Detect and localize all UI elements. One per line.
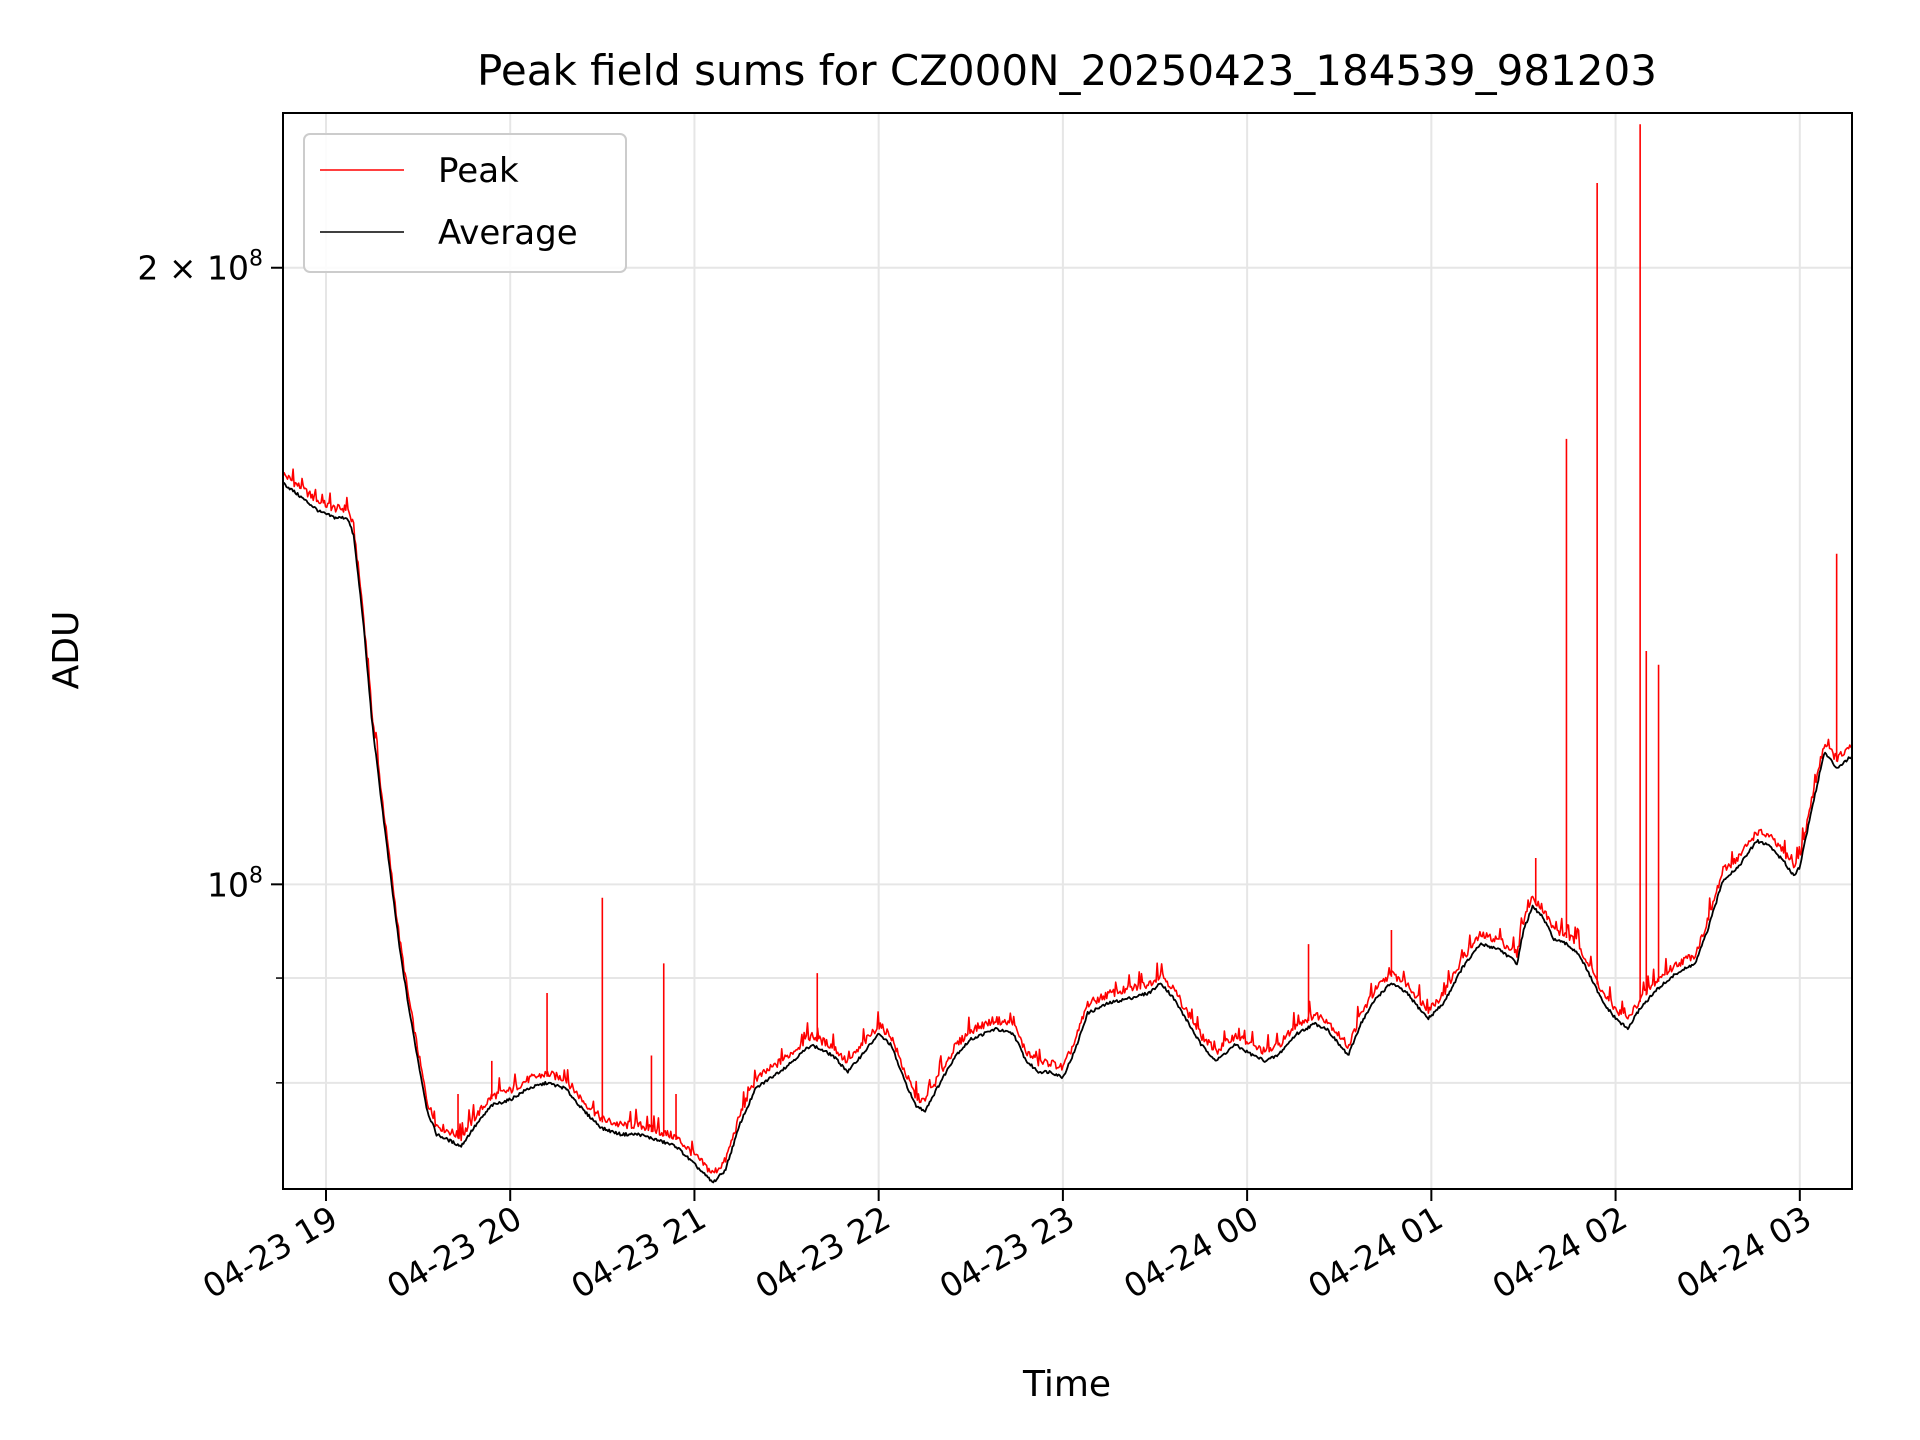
legend-box xyxy=(303,133,627,273)
chart-title: Peak field sums for CZ000N_20250423_1845… xyxy=(477,46,1657,95)
y-axis-label: ADU xyxy=(46,611,87,690)
series-line-average xyxy=(283,482,1852,1184)
series-line-peak xyxy=(283,124,1852,1174)
y-tick-label: 108 xyxy=(207,863,263,904)
plot-area xyxy=(283,124,1852,1184)
legend-label-average: Average xyxy=(438,213,578,253)
grid-layer xyxy=(283,113,1852,1189)
x-axis-label: Time xyxy=(1022,1364,1111,1405)
legend: Peak Average xyxy=(303,133,627,273)
y-tick-label: 2 × 108 xyxy=(137,247,263,288)
plot-frame xyxy=(282,112,1853,1190)
legend-label-peak: Peak xyxy=(438,151,519,191)
